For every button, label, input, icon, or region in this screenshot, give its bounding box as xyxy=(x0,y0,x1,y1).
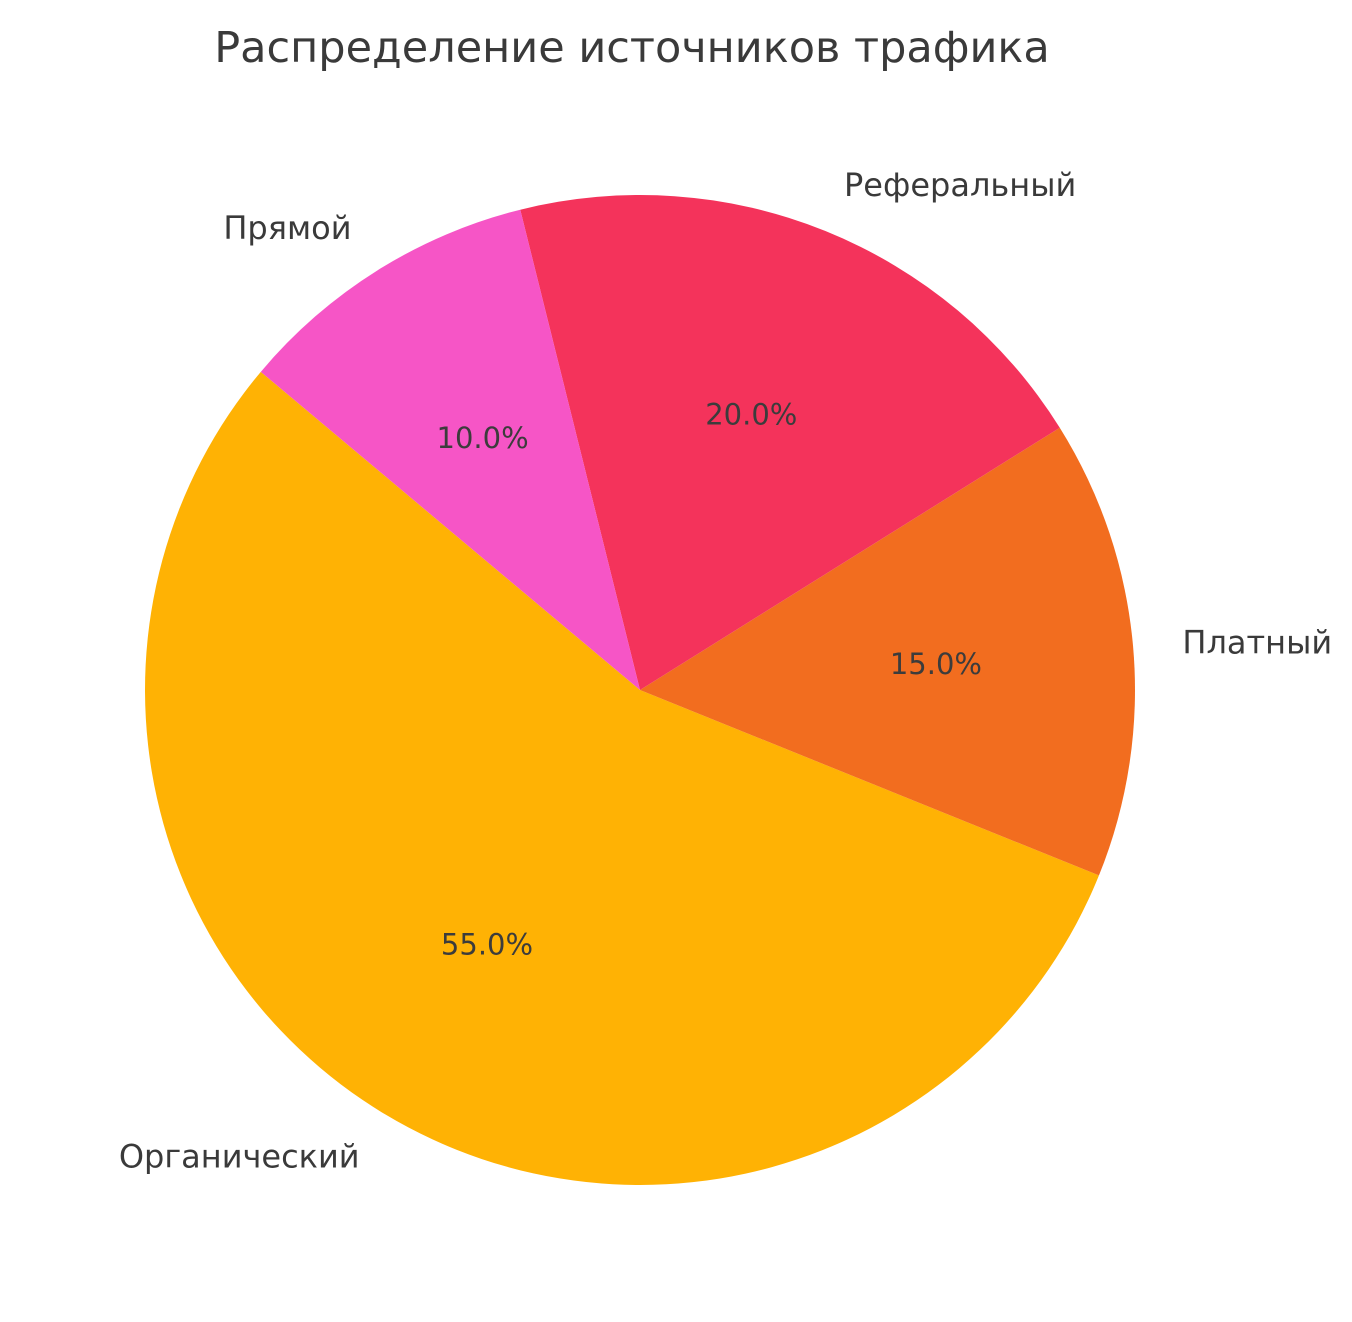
slice-percent-label: 10.0% xyxy=(437,421,529,455)
slice-label: Органический xyxy=(119,1138,360,1176)
slice-percent-label: 55.0% xyxy=(441,928,533,962)
pie-slice xyxy=(520,194,1060,690)
pie-slice xyxy=(145,371,1099,1185)
pie-slice xyxy=(640,427,1136,876)
pie-slices xyxy=(145,194,1136,1185)
pie-slice xyxy=(260,209,640,690)
slice-percent-label: 15.0% xyxy=(890,647,982,681)
slice-label: Реферальный xyxy=(844,166,1076,204)
slice-category-labels: Органический Платный Реферальный Прямой xyxy=(119,166,1332,1176)
slice-label: Прямой xyxy=(223,209,351,247)
slice-label: Платный xyxy=(1182,624,1332,662)
slice-percent-labels: 55.0% 15.0% 20.0% 10.0% xyxy=(437,398,982,962)
chart-title: Распределение источников трафика xyxy=(214,23,1050,73)
slice-percent-label: 20.0% xyxy=(705,398,797,432)
